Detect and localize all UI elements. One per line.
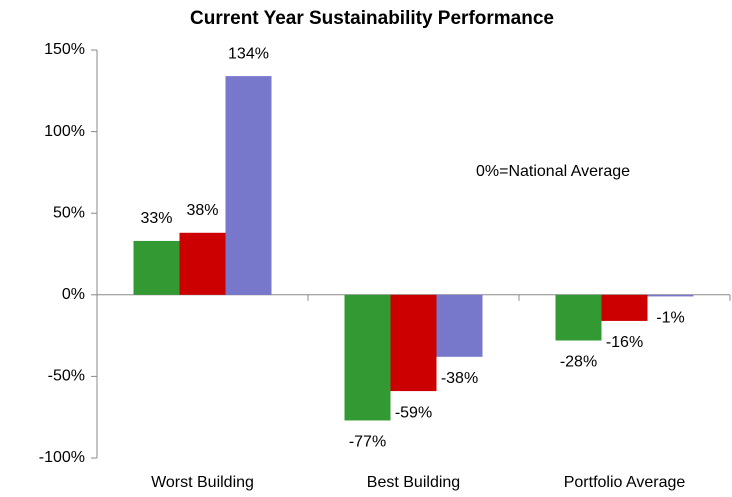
bar — [390, 294, 437, 392]
y-tick-label: 100% — [44, 123, 85, 140]
bar — [647, 294, 694, 297]
bar — [225, 76, 272, 295]
bar — [179, 232, 226, 295]
data-label: -77% — [349, 434, 386, 451]
chart-title: Current Year Sustainability Performance — [190, 8, 554, 29]
y-tick-label: -100% — [39, 449, 85, 466]
y-tick-label: 50% — [53, 204, 85, 221]
bar — [436, 294, 483, 357]
bar — [344, 294, 391, 421]
data-label: -16% — [606, 334, 643, 351]
x-tick-label: Portfolio Average — [564, 474, 686, 491]
y-tick-label: 150% — [44, 41, 85, 58]
data-label: -59% — [395, 404, 432, 421]
data-label: -28% — [560, 354, 597, 371]
x-tick-label: Worst Building — [151, 474, 254, 491]
x-tick-label: Best Building — [367, 474, 460, 491]
data-label: 134% — [228, 45, 269, 62]
y-tick-label: 0% — [62, 286, 85, 303]
bar — [555, 294, 602, 341]
bar — [133, 240, 180, 295]
data-label: 33% — [140, 210, 172, 227]
data-label: -38% — [441, 370, 478, 387]
data-label: -1% — [656, 310, 684, 327]
y-tick-label: -50% — [48, 368, 85, 385]
data-label: 38% — [186, 202, 218, 219]
bar — [601, 294, 648, 321]
annotation: 0%=National Average — [476, 163, 630, 180]
